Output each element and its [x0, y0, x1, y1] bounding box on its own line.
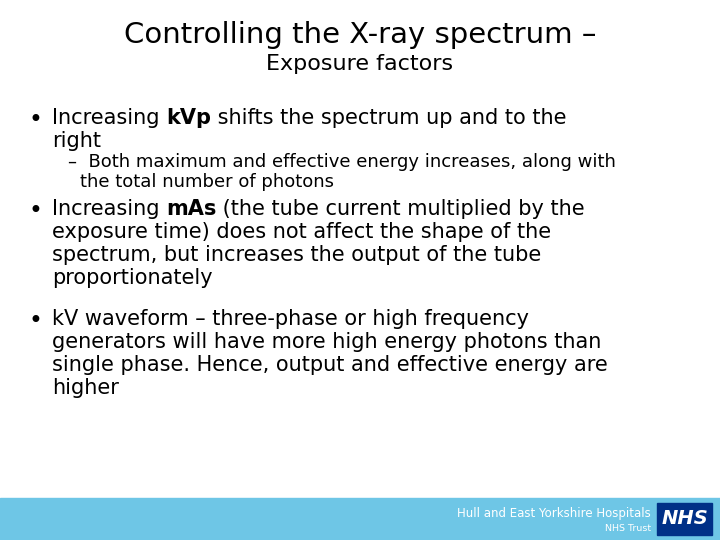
Text: •: •	[28, 309, 42, 333]
Text: Increasing: Increasing	[52, 108, 166, 128]
Text: higher: higher	[52, 378, 119, 398]
Text: Controlling the X-ray spectrum –: Controlling the X-ray spectrum –	[124, 21, 596, 49]
Text: the total number of photons: the total number of photons	[80, 173, 334, 191]
Text: Exposure factors: Exposure factors	[266, 54, 454, 74]
Text: right: right	[52, 131, 101, 151]
Text: kVp: kVp	[166, 108, 211, 128]
Text: Hull and East Yorkshire Hospitals: Hull and East Yorkshire Hospitals	[457, 507, 651, 520]
Text: shifts the spectrum up and to the: shifts the spectrum up and to the	[211, 108, 567, 128]
Text: Increasing: Increasing	[52, 199, 166, 219]
Text: mAs: mAs	[166, 199, 217, 219]
Text: NHS Trust: NHS Trust	[605, 524, 651, 533]
Text: spectrum, but increases the output of the tube: spectrum, but increases the output of th…	[52, 245, 541, 265]
Bar	[657, 503, 712, 535]
Text: (the tube current multiplied by the: (the tube current multiplied by the	[217, 199, 585, 219]
Bar	[0, 498, 720, 540]
Text: •: •	[28, 108, 42, 132]
Text: –  Both maximum and effective energy increases, along with: – Both maximum and effective energy incr…	[68, 153, 616, 171]
Text: single phase. Hence, output and effective energy are: single phase. Hence, output and effectiv…	[52, 355, 608, 375]
Text: generators will have more high energy photons than: generators will have more high energy ph…	[52, 332, 601, 352]
Text: •: •	[28, 199, 42, 223]
Text: exposure time) does not affect the shape of the: exposure time) does not affect the shape…	[52, 222, 551, 242]
Text: proportionately: proportionately	[52, 268, 212, 288]
Text: NHS: NHS	[661, 510, 708, 529]
Text: kV waveform – three-phase or high frequency: kV waveform – three-phase or high freque…	[52, 309, 529, 329]
